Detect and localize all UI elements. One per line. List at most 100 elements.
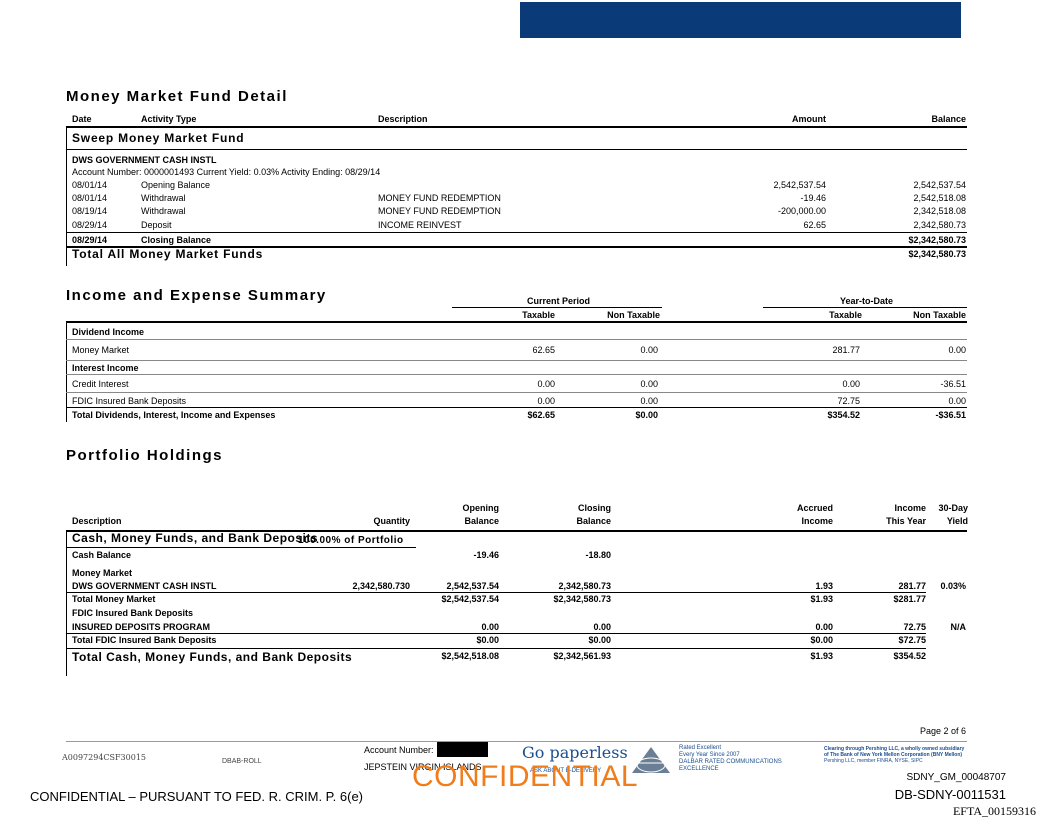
mmf-header-date: Date: [72, 114, 92, 124]
ph-section-rule: [66, 547, 416, 548]
ph-row-closing: $0.00: [588, 635, 611, 645]
mmf-row-date: 08/29/14: [72, 220, 108, 230]
mmf-closing-label: Closing Balance: [141, 235, 212, 245]
ph-header-accrued: Accrued: [796, 503, 833, 513]
ph-row-yield: N/A: [950, 622, 967, 632]
income-total-label: Total Dividends, Interest, Income and Ex…: [72, 410, 276, 420]
mmf-fund-name: DWS GOVERNMENT CASH INSTL: [72, 155, 217, 165]
dbab-code: DBAB-ROLL: [222, 758, 262, 765]
ph-total-opening: $2,542,518.08: [441, 651, 499, 661]
ph-row-opening: $2,542,537.54: [441, 594, 499, 604]
income-divider: [66, 392, 967, 393]
ph-total-label: Total Cash, Money Funds, and Bank Deposi…: [72, 650, 353, 664]
mmf-row-balance: 2,342,580.73: [913, 220, 966, 230]
mmf-closing-date: 08/29/14: [72, 235, 108, 245]
mmf-sweep-rule: [66, 149, 967, 150]
clearing-line-1: Clearing through Pershing LLC, a wholly …: [824, 746, 965, 752]
globe-icon: [632, 747, 670, 773]
income-row-ytd-nontax: -36.51: [940, 379, 966, 389]
income-cp-rule: [452, 307, 662, 308]
ph-header-opening-2: Balance: [464, 516, 499, 526]
ph-row-label: Total Money Market: [72, 594, 156, 604]
ph-row-accrued: $1.93: [810, 594, 833, 604]
income-divider: [66, 339, 967, 340]
ph-total-accrued: $1.93: [810, 651, 833, 661]
ph-section-title: Cash, Money Funds, and Bank Deposits: [72, 531, 319, 545]
mmf-total-rule: [66, 246, 967, 248]
ph-total-rule: [66, 648, 926, 649]
doc-code: A0097294CSF30015: [62, 753, 147, 762]
page-number: Page 2 of 6: [919, 726, 966, 736]
income-interest-header: Interest Income: [72, 363, 139, 373]
header-color-bar: [520, 2, 961, 38]
ph-header-quantity: Quantity: [373, 516, 410, 526]
ph-header-yield-2: Yield: [946, 516, 968, 526]
mmf-total-label: Total All Money Market Funds: [72, 247, 264, 261]
mmf-row-amount: -19.46: [800, 193, 826, 203]
mmf-header-balance: Balance: [931, 114, 966, 124]
bates-efta: EFTA_00159316: [952, 804, 1036, 818]
ph-row-closing: 2,342,580.73: [558, 581, 611, 591]
redaction-box: [437, 742, 488, 757]
income-row-ytd-tax: 281.77: [832, 345, 860, 355]
ph-header-description: Description: [72, 516, 122, 526]
footer-rule: [66, 741, 967, 742]
dalbar-rated-1: Rated Excellent: [679, 745, 722, 751]
mmf-row-date: 08/01/14: [72, 180, 108, 190]
income-cp-taxable: Taxable: [522, 310, 555, 320]
mmf-row-balance: 2,342,518.08: [913, 206, 966, 216]
mmf-row-date: 08/19/14: [72, 206, 108, 216]
income-row-cp-tax: 0.00: [537, 379, 555, 389]
ph-header-closing: Closing: [578, 503, 611, 513]
income-row-cp-nontax: 0.00: [640, 396, 658, 406]
mmf-row-date: 08/01/14: [72, 193, 108, 203]
ph-row-accrued: $0.00: [810, 635, 833, 645]
mmf-row-activity: Opening Balance: [141, 180, 211, 190]
ph-row-income: $281.77: [893, 594, 926, 604]
income-row-cp-nontax: 0.00: [640, 379, 658, 389]
income-divider: [66, 374, 967, 375]
income-row-label: FDIC Insured Bank Deposits: [72, 396, 187, 406]
mmf-header-rule: [66, 126, 967, 128]
income-ytd-nontaxable: Non Taxable: [913, 310, 966, 320]
mmf-row-amount: 2,542,537.54: [773, 180, 826, 190]
income-total-rule: [66, 407, 967, 408]
bates-db-sdny: DB-SDNY-0011531: [894, 787, 1006, 802]
mmf-header-description: Description: [378, 114, 428, 124]
mmf-row-balance: 2,542,518.08: [913, 193, 966, 203]
ph-row-label: Total FDIC Insured Bank Deposits: [72, 635, 217, 645]
ph-header-rule: [66, 530, 967, 532]
mmf-closing-rule: [66, 232, 967, 233]
ph-header-yield: 30-Day: [938, 503, 968, 513]
income-divider: [66, 360, 967, 361]
ph-mm-header: Money Market: [72, 568, 133, 578]
ph-row-accrued: 1.93: [815, 581, 833, 591]
income-total-cp-nontax: $0.00: [635, 410, 658, 420]
go-paperless-logo: Go paperless: [522, 743, 628, 762]
mmf-row-activity: Withdrawal: [141, 193, 186, 203]
mmf-total-balance: $2,342,580.73: [908, 249, 966, 259]
portfolio-title: Portfolio Holdings: [66, 447, 223, 464]
ph-row-opening: 0.00: [481, 622, 499, 632]
mmf-closing-balance: $2,342,580.73: [908, 235, 966, 245]
client-name: JEPSTEIN VIRGIN ISLANDS: [364, 762, 482, 772]
ph-row-accrued: 0.00: [815, 622, 833, 632]
income-title: Income and Expense Summary: [66, 287, 327, 304]
income-dividend-header: Dividend Income: [72, 327, 145, 337]
ph-row-label: DWS GOVERNMENT CASH INSTL: [72, 581, 217, 591]
mmf-row-activity: Withdrawal: [141, 206, 186, 216]
income-total-cp-tax: $62.65: [527, 410, 555, 420]
ph-row-label: INSURED DEPOSITS PROGRAM: [72, 622, 211, 632]
clearing-line-3: Pershing LLC, member FINRA, NYSE, SIPC: [824, 758, 923, 764]
ph-row-income: 281.77: [898, 581, 926, 591]
ph-header-income-2: This Year: [886, 516, 926, 526]
ph-subtotal-rule: [66, 592, 926, 593]
ph-header-income: Income: [894, 503, 926, 513]
ph-row-quantity: 2,342,580.730: [352, 581, 410, 591]
mmf-header-amount: Amount: [792, 114, 826, 124]
income-ytd-rule: [763, 307, 967, 308]
income-ytd: Year-to-Date: [840, 296, 894, 306]
mmf-row-balance: 2,542,537.54: [913, 180, 966, 190]
dalbar-rated-3: DALBAR RATED COMMUNICATIONS: [679, 759, 782, 765]
mmf-sweep-title: Sweep Money Market Fund: [72, 131, 245, 145]
